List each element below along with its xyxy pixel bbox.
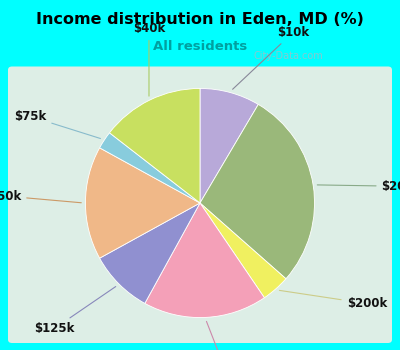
Wedge shape <box>100 133 200 203</box>
Wedge shape <box>200 104 314 279</box>
Text: $125k: $125k <box>34 287 116 335</box>
Wedge shape <box>200 89 258 203</box>
Text: $75k: $75k <box>14 110 100 139</box>
Text: Income distribution in Eden, MD (%): Income distribution in Eden, MD (%) <box>36 12 364 27</box>
Wedge shape <box>86 148 200 258</box>
Wedge shape <box>110 89 200 203</box>
Text: $20k: $20k <box>317 180 400 193</box>
Wedge shape <box>145 203 264 317</box>
FancyBboxPatch shape <box>8 66 392 343</box>
Text: All residents: All residents <box>153 40 247 53</box>
Wedge shape <box>100 203 200 303</box>
Text: $40k: $40k <box>133 22 165 96</box>
Text: $50k: $50k <box>0 189 81 203</box>
Text: $200k: $200k <box>280 290 387 310</box>
Text: City-Data.com: City-Data.com <box>253 51 323 61</box>
Text: $10k: $10k <box>233 26 309 89</box>
Wedge shape <box>200 203 286 298</box>
Text: $30k: $30k <box>206 321 246 350</box>
